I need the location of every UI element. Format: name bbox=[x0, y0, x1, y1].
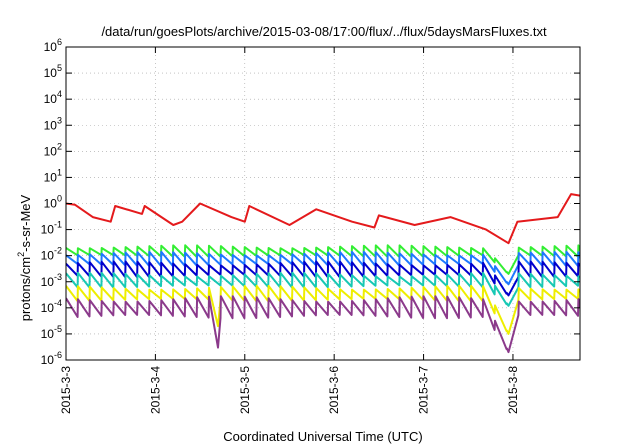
y-axis: 10-6 10-5 10-4 10-3 10-2 10-1 100 101 102 103 104 1… bbox=[41, 37, 580, 367]
x-tick-label: 2015-3-3 bbox=[59, 366, 73, 414]
series-line-1 bbox=[66, 193, 580, 245]
y-axis-label-sup: 2 bbox=[16, 252, 26, 257]
y-tick-label: 104 bbox=[44, 89, 62, 106]
y-tick-label: 102 bbox=[44, 141, 62, 158]
x-tick-label: 2015-3-5 bbox=[238, 366, 252, 414]
series-line-6 bbox=[66, 284, 580, 335]
y-tick-label: 103 bbox=[44, 115, 62, 132]
y-tick-label: 10-5 bbox=[41, 324, 62, 341]
chart-title: /data/run/goesPlots/archive/2015-03-08/1… bbox=[101, 24, 547, 39]
x-tick-label: 2015-3-7 bbox=[417, 366, 431, 414]
x-axis: 2015-3-3 2015-3-4 2015-3-5 2015-3-6 2015-3-7… bbox=[59, 47, 520, 414]
series-line-5 bbox=[66, 271, 580, 307]
y-axis-label: protons/cm2-s-sr-MeV bbox=[16, 194, 33, 321]
x-tick-label: 2015-3-8 bbox=[506, 366, 520, 414]
grid-lines bbox=[66, 47, 580, 360]
series-line-7 bbox=[66, 295, 580, 354]
x-axis-label: Coordinated Universal Time (UTC) bbox=[223, 429, 422, 444]
y-tick-label: 10-1 bbox=[41, 220, 62, 237]
y-tick-label: 101 bbox=[44, 167, 62, 184]
x-tick-label: 2015-3-6 bbox=[327, 366, 341, 414]
y-tick-label: 106 bbox=[44, 37, 62, 54]
y-axis-label-post: -s-sr-MeV bbox=[18, 194, 33, 251]
series-line-2 bbox=[66, 244, 580, 275]
y-axis-label-pre: protons/cm bbox=[18, 257, 33, 321]
y-tick-label: 105 bbox=[44, 63, 62, 80]
series-line-4 bbox=[66, 260, 580, 297]
x-tick-label: 2015-3-4 bbox=[148, 366, 162, 414]
y-tick-label: 10-3 bbox=[41, 272, 62, 289]
series-layer bbox=[66, 193, 580, 354]
series-line-3 bbox=[66, 250, 580, 286]
y-tick-label: 10-6 bbox=[41, 350, 62, 367]
y-tick-label: 100 bbox=[44, 194, 62, 211]
y-tick-label: 10-4 bbox=[41, 298, 62, 315]
y-tick-label: 10-2 bbox=[41, 246, 62, 263]
